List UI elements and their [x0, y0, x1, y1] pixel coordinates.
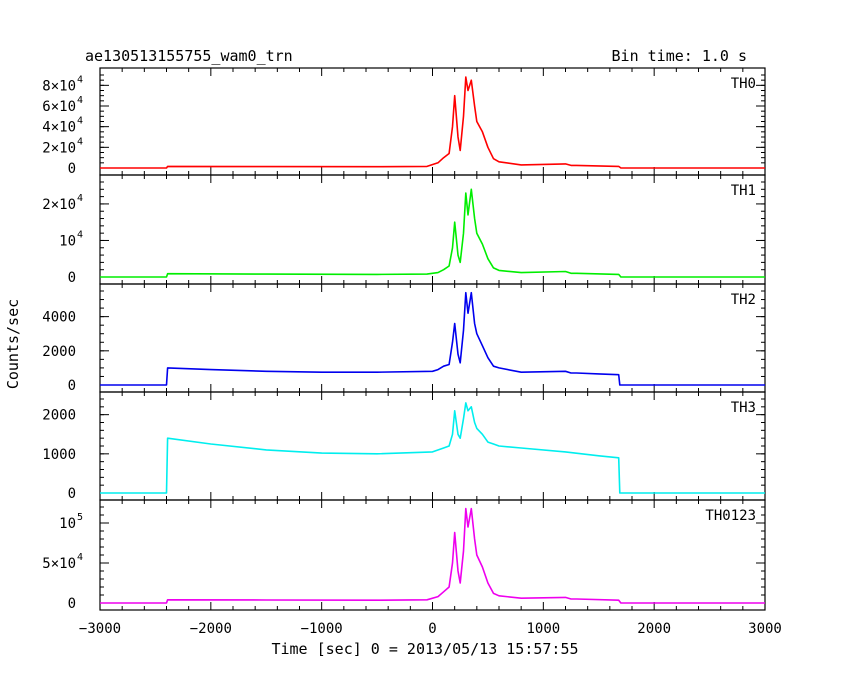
- panel-name-label: TH0: [731, 76, 756, 92]
- y-tick-label: 10: [59, 516, 76, 532]
- y-tick-exponent: 5: [77, 512, 83, 523]
- y-tick-exponent: 4: [77, 95, 83, 106]
- y-tick-exponent: 4: [77, 116, 83, 127]
- y-tick-label: 0: [68, 270, 76, 286]
- panel-frame: [99, 283, 766, 393]
- y-axis-label: Counts/sec: [4, 299, 22, 389]
- series-line-th2: [100, 291, 765, 386]
- x-tick-label: −2000: [190, 621, 232, 637]
- y-tick-label: 8×10: [42, 78, 76, 94]
- x-tick-label: 1000: [526, 621, 560, 637]
- panel-name-label: TH2: [731, 292, 756, 308]
- y-tick-label: 4000: [42, 310, 76, 326]
- x-tick-label: −1000: [301, 621, 343, 637]
- x-tick-label: −3000: [79, 621, 121, 637]
- panel-name-label: TH0123: [705, 508, 756, 524]
- y-tick-exponent: 4: [77, 193, 83, 204]
- series-line-th0123: [100, 507, 765, 604]
- panel-name-label: TH1: [731, 183, 756, 199]
- y-tick-label: 0: [68, 486, 76, 502]
- panel-frame: [99, 391, 766, 501]
- y-tick-exponent: 4: [77, 552, 83, 563]
- y-tick-label: 0: [68, 378, 76, 394]
- y-tick-label: 1000: [42, 447, 76, 463]
- chart-title: ae130513155755_wam0_trn: [85, 47, 293, 65]
- x-axis-label: Time [sec] 0 = 2013/05/13 15:57:55: [271, 640, 578, 658]
- y-tick-label: 0: [68, 161, 76, 177]
- x-tick-label: 0: [428, 621, 436, 637]
- x-axis-ticks: −3000 −2000 −1000 0 1000 2000 3000: [79, 621, 782, 637]
- panel-th3: 0 1000 2000 TH3: [42, 391, 766, 502]
- y-tick-label: 2×10: [42, 197, 76, 213]
- y-tick-label: 6×10: [42, 99, 76, 115]
- series-line-th1: [100, 188, 765, 278]
- panel-th0: 02×10 44×10 46×10 48×10 4 TH0: [42, 67, 766, 177]
- y-tick-label: 2000: [42, 344, 76, 360]
- panel-frame: [99, 67, 766, 176]
- series-line-th0: [100, 76, 765, 169]
- panel-th1: 010 42×10 4 TH1: [42, 174, 766, 286]
- series-line-th3: [100, 402, 765, 494]
- panel-frame: [99, 174, 766, 285]
- panel-name-label: TH3: [731, 400, 756, 416]
- y-tick-label: 2×10: [42, 140, 76, 156]
- panel-frame: [99, 499, 766, 611]
- y-tick-exponent: 4: [77, 74, 83, 85]
- y-tick-label: 2000: [42, 408, 76, 424]
- x-tick-label: 2000: [637, 621, 671, 637]
- bin-time-label: Bin time: 1.0 s: [612, 47, 747, 65]
- y-tick-label: 5×10: [42, 556, 76, 572]
- y-tick-label: 0: [68, 596, 76, 612]
- panel-th2: 0 2000 4000 TH2: [42, 283, 766, 394]
- y-tick-exponent: 4: [77, 136, 83, 147]
- y-tick-label: 4×10: [42, 120, 76, 136]
- y-tick-label: 10: [59, 233, 76, 249]
- x-tick-label: 3000: [748, 621, 782, 637]
- y-tick-exponent: 4: [77, 229, 83, 240]
